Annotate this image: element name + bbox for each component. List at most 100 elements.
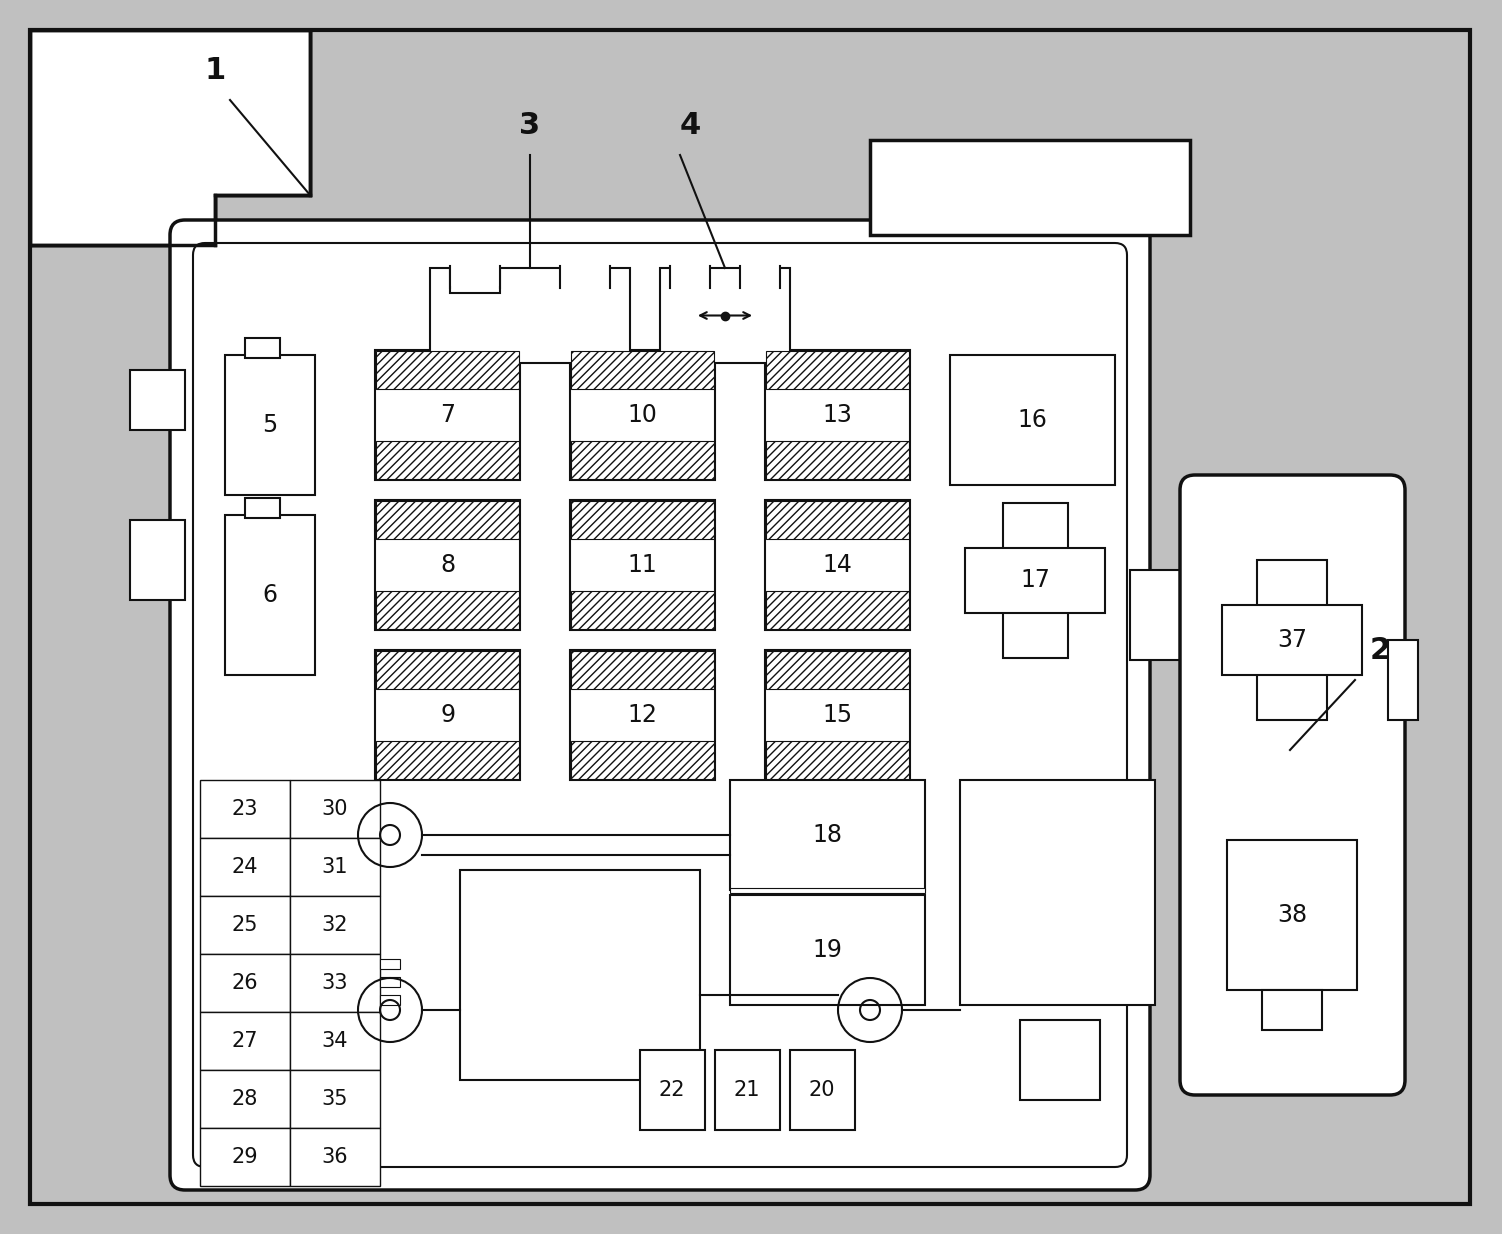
Bar [870,139,1190,234]
Bar [571,591,713,629]
Text: 6: 6 [263,582,278,607]
Bar [766,652,909,689]
Text: 11: 11 [628,553,658,578]
Text: 13: 13 [823,404,853,427]
Text: 3: 3 [520,111,541,139]
FancyBboxPatch shape [170,220,1151,1190]
Bar [376,350,520,480]
Bar [571,740,713,779]
Bar [200,1012,290,1070]
FancyBboxPatch shape [1181,475,1404,1095]
Bar [659,268,790,363]
Text: 32: 32 [321,914,348,935]
Bar [200,1128,290,1186]
Bar [290,1128,380,1186]
Bar [200,780,290,838]
Bar [640,1050,704,1130]
Bar [1003,503,1068,658]
Text: 7: 7 [440,404,455,427]
Text: 9: 9 [440,703,455,727]
Bar [766,591,909,629]
Text: 22: 22 [659,1080,685,1099]
Bar [766,350,909,389]
Bar [766,501,909,539]
Bar [245,338,279,358]
Polygon shape [131,370,185,429]
Bar [1020,1021,1099,1099]
Text: 38: 38 [1277,903,1307,927]
Text: 31: 31 [321,856,348,877]
Bar [380,977,400,987]
Text: 12: 12 [628,703,658,727]
Bar [30,165,215,246]
Polygon shape [131,520,185,600]
Bar [200,896,290,954]
Text: 30: 30 [321,798,348,819]
Bar [730,780,925,890]
Text: 4: 4 [679,111,700,139]
Text: 24: 24 [231,856,258,877]
Bar [730,888,925,893]
Bar [1388,640,1418,719]
Bar [1223,605,1362,675]
Bar [380,995,400,1004]
Bar [730,895,925,1004]
Bar [569,350,715,480]
Bar [380,959,400,969]
Bar [571,501,713,539]
Bar [765,500,910,631]
Bar [765,650,910,780]
Bar [960,780,1155,1004]
Bar [1262,990,1322,1030]
Text: 25: 25 [231,914,258,935]
Text: 16: 16 [1017,408,1047,432]
Bar [290,1070,380,1128]
Text: 21: 21 [734,1080,760,1099]
Bar [430,268,629,363]
Bar [376,501,520,539]
Bar [376,650,520,780]
Bar [200,838,290,896]
Bar [1257,560,1326,719]
Text: 36: 36 [321,1146,348,1167]
Bar [290,954,380,1012]
Bar [765,350,910,480]
FancyBboxPatch shape [192,243,1126,1167]
Text: 8: 8 [440,553,455,578]
Bar [569,650,715,780]
Bar [290,896,380,954]
Text: 19: 19 [813,938,843,963]
Text: 1: 1 [204,56,225,85]
Bar [225,515,315,675]
Bar [451,268,500,292]
Bar [290,1012,380,1070]
Text: 26: 26 [231,972,258,993]
Bar [790,1050,855,1130]
Bar [571,441,713,479]
Bar [766,441,909,479]
Bar [200,954,290,1012]
Bar [451,267,500,286]
Text: 35: 35 [321,1088,348,1109]
Bar [376,350,520,389]
Bar [460,870,700,1080]
Text: 27: 27 [231,1030,258,1051]
Text: 15: 15 [823,703,853,727]
Text: 14: 14 [823,553,853,578]
Bar [290,838,380,896]
Text: 34: 34 [321,1030,348,1051]
Bar [1130,570,1196,660]
Text: 20: 20 [808,1080,835,1099]
Bar [766,740,909,779]
Bar [571,652,713,689]
Text: 17: 17 [1020,568,1050,592]
Bar [376,652,520,689]
Bar [670,267,710,286]
Bar [376,740,520,779]
Bar [715,1050,780,1130]
Text: 28: 28 [231,1088,258,1109]
Bar [560,267,610,286]
Text: 29: 29 [231,1146,258,1167]
Bar [225,355,315,495]
Bar [1227,840,1356,990]
